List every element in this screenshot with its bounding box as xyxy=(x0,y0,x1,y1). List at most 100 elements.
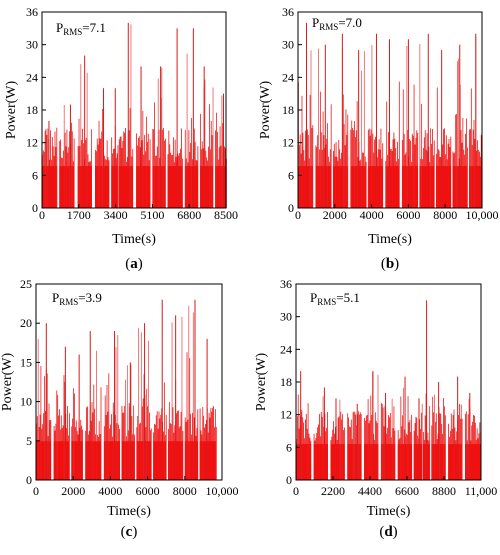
power-spike xyxy=(315,438,317,480)
power-spike xyxy=(350,419,352,480)
peak-spike xyxy=(78,354,80,480)
power-spike xyxy=(424,130,426,208)
power-spike xyxy=(306,428,308,480)
power-spike xyxy=(386,433,388,480)
power-spike xyxy=(398,81,400,208)
power-spike xyxy=(377,149,379,208)
power-spike xyxy=(403,387,404,480)
power-spike xyxy=(380,402,382,480)
power-spike xyxy=(394,430,396,480)
power-spike xyxy=(171,154,172,208)
power-spike xyxy=(366,414,368,480)
power-spike xyxy=(433,412,434,480)
power-spike xyxy=(473,120,475,208)
power-spike xyxy=(477,140,479,208)
power-spike xyxy=(391,150,393,208)
power-spike xyxy=(145,151,146,208)
power-spike xyxy=(142,398,144,480)
panel-label: (d) xyxy=(379,524,397,540)
power-spike xyxy=(108,373,110,480)
power-spike xyxy=(118,139,120,208)
x-tick-label: 10,000 xyxy=(466,208,499,222)
power-spike xyxy=(359,412,361,480)
power-spike xyxy=(359,160,361,208)
power-spike xyxy=(67,152,69,208)
power-spike xyxy=(470,440,472,480)
power-spike xyxy=(459,418,461,480)
power-spike xyxy=(442,144,444,208)
power-spike xyxy=(480,135,482,208)
power-spike xyxy=(331,436,333,480)
power-spike xyxy=(215,130,216,208)
x-tick-label: 0 xyxy=(295,208,301,222)
power-spike xyxy=(302,132,304,208)
power-spike xyxy=(62,150,64,208)
power-spike xyxy=(77,434,79,480)
power-spike xyxy=(454,427,456,480)
power-spike xyxy=(180,148,181,208)
power-spike xyxy=(208,412,210,480)
power-spike xyxy=(104,395,106,480)
power-spike xyxy=(134,434,135,480)
power-spike xyxy=(314,440,316,480)
power-spike xyxy=(442,433,443,480)
power-spike xyxy=(113,148,115,208)
power-spike xyxy=(395,147,397,208)
power-spike xyxy=(406,45,408,209)
power-spike xyxy=(319,414,320,480)
power-spike xyxy=(81,425,83,480)
power-spike xyxy=(147,133,149,208)
power-spike xyxy=(355,130,357,208)
power-spike xyxy=(343,427,345,480)
x-tick-label: 11,000 xyxy=(465,484,498,498)
power-spike xyxy=(112,402,114,480)
power-spike xyxy=(344,145,346,208)
power-spike xyxy=(153,129,155,208)
power-spike xyxy=(40,365,42,480)
power-spike xyxy=(146,116,147,208)
power-spike xyxy=(376,157,378,208)
power-spike xyxy=(146,141,148,208)
power-spike xyxy=(447,143,449,208)
power-spike xyxy=(126,436,127,480)
power-spike xyxy=(330,104,332,208)
power-spike xyxy=(129,108,131,208)
power-spike xyxy=(372,133,374,208)
power-spike xyxy=(364,417,365,480)
power-spike xyxy=(207,432,209,480)
power-spike xyxy=(373,152,375,208)
power-spike xyxy=(61,428,63,480)
y-tick-label: 18 xyxy=(26,103,38,117)
power-spike xyxy=(444,128,445,208)
power-spike xyxy=(118,424,120,480)
power-spike xyxy=(428,440,430,480)
power-spike xyxy=(37,339,39,480)
power-spike xyxy=(113,148,114,208)
power-spike xyxy=(205,424,206,480)
power-spike xyxy=(193,128,195,208)
power-spike xyxy=(448,138,450,208)
power-spike xyxy=(387,154,388,208)
y-axis-label: Power(W) xyxy=(0,353,15,412)
power-spike xyxy=(140,422,141,480)
power-spike xyxy=(351,439,353,480)
power-spike xyxy=(163,431,164,480)
power-spike xyxy=(177,410,178,480)
power-spike xyxy=(209,149,211,208)
rms-annotation: PRMS=3.9 xyxy=(52,290,102,307)
power-spike xyxy=(390,149,392,208)
power-spike xyxy=(436,87,438,208)
power-spike xyxy=(194,141,196,208)
power-spike xyxy=(127,430,129,480)
power-spike xyxy=(140,332,142,480)
peak-spike xyxy=(176,28,178,209)
power-spike xyxy=(326,138,328,208)
x-axis-label: Time(s) xyxy=(112,232,156,247)
power-spike xyxy=(373,433,374,480)
power-spike xyxy=(374,139,376,208)
power-spike xyxy=(413,430,415,480)
power-spike xyxy=(196,160,198,208)
power-spike xyxy=(62,158,63,208)
power-spike xyxy=(334,156,336,208)
power-spike xyxy=(122,412,124,480)
